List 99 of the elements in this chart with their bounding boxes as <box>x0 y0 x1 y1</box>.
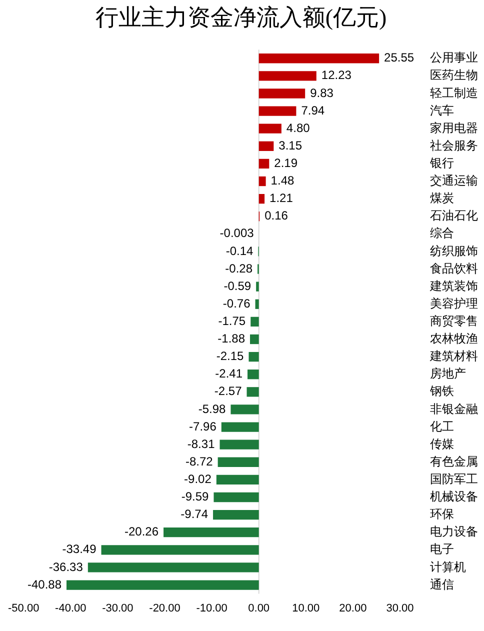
data-label: -1.75 <box>218 314 246 328</box>
y-tick-label: 汽车 <box>430 103 454 118</box>
y-tick-label: 非银金融 <box>430 402 478 416</box>
data-label: -0.59 <box>224 278 252 293</box>
data-label: 12.23 <box>321 68 352 82</box>
data-label: -2.57 <box>214 384 242 398</box>
y-tick-label: 电力设备 <box>430 524 478 539</box>
data-label: 0.16 <box>264 208 288 223</box>
bar <box>258 141 274 151</box>
bar <box>246 387 259 397</box>
y-tick-label: 环保 <box>430 507 454 522</box>
data-label: -2.41 <box>215 366 243 381</box>
y-tick-label: 医药生物 <box>430 68 478 82</box>
data-label: -0.14 <box>226 244 254 258</box>
y-tick-label: 煤炭 <box>430 191 454 206</box>
y-tick-label: 化工 <box>430 419 454 434</box>
data-label: -9.59 <box>181 490 210 504</box>
bar <box>258 88 306 98</box>
data-label: -1.88 <box>218 332 246 346</box>
data-label: -8.31 <box>187 436 216 451</box>
y-tick-label: 电子 <box>430 542 454 556</box>
bar <box>258 71 316 81</box>
y-tick-label: 纺织服饰 <box>430 244 478 258</box>
y-tick-label: 建筑装饰 <box>429 278 478 293</box>
y-tick-label: 轻工制造 <box>430 86 478 100</box>
bar <box>214 492 259 502</box>
x-tick-label: -40.00 <box>55 602 86 614</box>
data-label: -8.72 <box>185 454 214 468</box>
x-tick-label: -30.00 <box>102 602 134 614</box>
y-tick-label: 通信 <box>430 577 454 592</box>
y-tick-label: 有色金属 <box>430 454 478 468</box>
y-tick-label: 食品饮料 <box>430 261 478 276</box>
data-label: 3.15 <box>278 138 302 152</box>
bar <box>216 474 259 485</box>
y-tick-label: 公用事业 <box>430 50 478 65</box>
data-label: -9.02 <box>184 472 212 486</box>
bar <box>250 334 259 344</box>
y-tick-label: 银行 <box>429 156 454 170</box>
bar <box>221 422 259 432</box>
data-label: 7.94 <box>301 103 325 118</box>
bar <box>258 106 296 116</box>
x-tick-label: -10.00 <box>196 602 228 614</box>
x-tick-label: -20.00 <box>149 602 180 614</box>
data-label: -2.15 <box>216 349 244 364</box>
y-tick-label: 石油石化 <box>430 208 478 223</box>
y-tick-label: 交通运输 <box>430 174 478 188</box>
bar <box>255 299 259 309</box>
data-label: -20.26 <box>124 524 159 539</box>
y-tick-label: 建筑材料 <box>429 349 478 364</box>
x-tick-label: -50.00 <box>8 602 40 614</box>
bar <box>88 562 259 572</box>
bar <box>164 528 259 538</box>
data-label: -40.88 <box>27 577 62 592</box>
y-tick-label: 美容护理 <box>430 296 478 310</box>
data-label: -0.003 <box>220 226 254 240</box>
data-label: -36.33 <box>48 560 84 574</box>
data-label: 4.80 <box>286 120 310 135</box>
data-label: 1.21 <box>270 191 294 206</box>
data-label: 1.48 <box>270 174 294 188</box>
x-tick-label: 0.00 <box>248 602 270 614</box>
bar <box>258 54 380 64</box>
data-label: 2.19 <box>274 156 298 170</box>
bar <box>66 580 259 590</box>
bar <box>258 158 270 169</box>
data-label: 9.83 <box>310 86 334 100</box>
data-label: 25.55 <box>384 50 414 65</box>
data-label: -7.96 <box>189 419 217 434</box>
bar <box>258 176 266 186</box>
bar <box>218 457 259 467</box>
y-tick-label: 机械设备 <box>430 490 478 504</box>
chart-title: 行业主力资金净流入额(亿元) <box>95 4 387 30</box>
y-tick-label: 社会服务 <box>430 138 478 152</box>
x-tick-label: 10.00 <box>292 602 320 614</box>
bar <box>220 440 259 450</box>
bar <box>213 510 259 520</box>
y-tick-label: 计算机 <box>430 560 466 574</box>
data-label: -0.76 <box>222 296 251 310</box>
data-label: -5.98 <box>198 402 226 416</box>
data-label: -9.74 <box>180 507 208 522</box>
bar <box>250 316 259 327</box>
bar <box>256 282 259 292</box>
bar <box>258 124 282 134</box>
y-tick-label: 传媒 <box>430 436 454 451</box>
y-tick-label: 家用电器 <box>430 120 478 135</box>
y-tick-label: 钢铁 <box>429 384 454 398</box>
bar <box>101 545 259 555</box>
bar <box>248 370 259 380</box>
y-tick-label: 国防军工 <box>430 472 478 486</box>
data-label: -33.49 <box>62 542 97 556</box>
bar <box>258 194 265 204</box>
y-tick-label: 商贸零售 <box>430 314 478 328</box>
x-tick-label: 30.00 <box>386 602 414 614</box>
bar <box>230 404 259 414</box>
y-tick-label: 综合 <box>430 226 454 240</box>
y-tick-label: 农林牧渔 <box>430 332 478 346</box>
data-label: -0.28 <box>225 261 253 276</box>
x-tick-label: 20.00 <box>339 602 367 614</box>
y-tick-label: 房地产 <box>430 366 466 381</box>
bar <box>248 352 259 362</box>
